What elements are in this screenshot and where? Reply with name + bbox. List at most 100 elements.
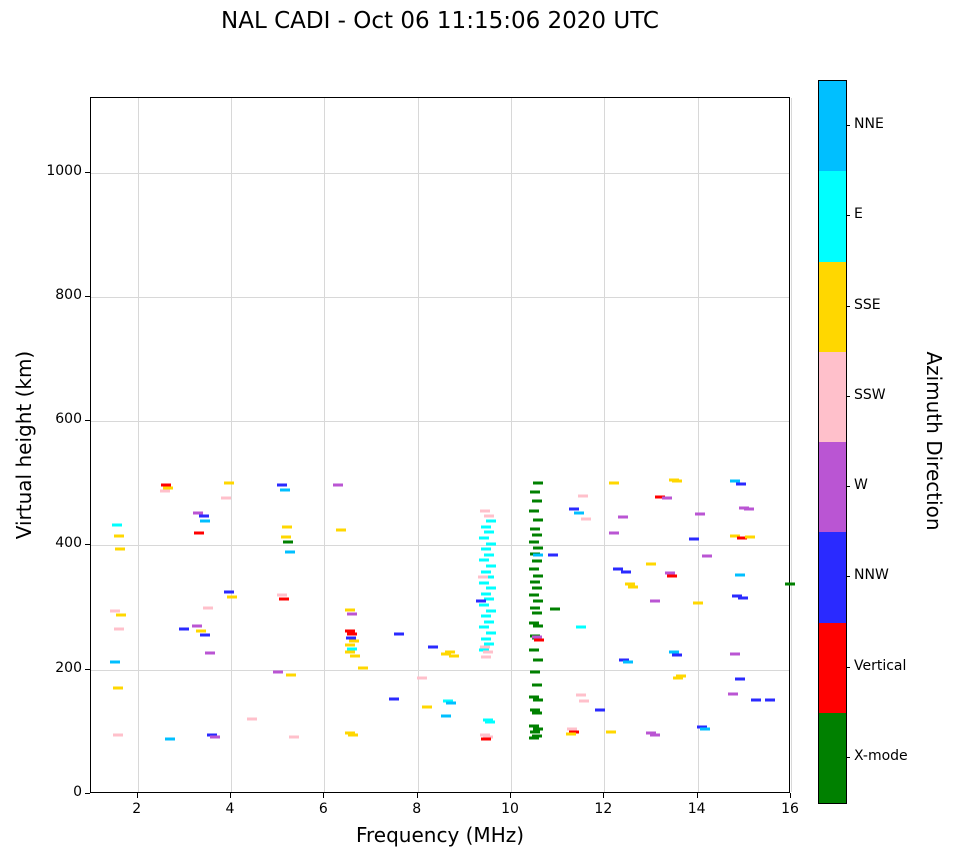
- data-point: [533, 546, 544, 550]
- data-point: [481, 737, 492, 741]
- colorbar-segment-x-mode: [819, 712, 846, 803]
- data-point: [727, 692, 738, 696]
- x-tick-mark: [323, 793, 325, 798]
- data-point: [428, 645, 439, 649]
- data-point: [594, 708, 605, 712]
- data-point: [533, 518, 544, 522]
- data-point: [417, 676, 428, 680]
- data-point: [744, 507, 754, 511]
- y-gridline: [91, 669, 789, 671]
- data-point: [272, 670, 283, 674]
- data-point: [485, 519, 496, 523]
- data-point: [282, 540, 293, 544]
- data-point: [347, 632, 358, 636]
- data-point: [277, 593, 288, 597]
- data-point: [160, 483, 171, 487]
- data-point: [481, 525, 492, 529]
- data-point: [530, 490, 541, 494]
- x-gridline: [137, 98, 139, 792]
- data-point: [422, 705, 432, 709]
- data-point: [485, 720, 496, 724]
- data-point: [484, 553, 495, 557]
- data-point: [224, 590, 235, 594]
- data-point: [730, 534, 740, 538]
- data-point: [110, 660, 121, 664]
- data-point: [550, 607, 561, 611]
- data-point: [289, 735, 299, 739]
- colorbar-tick-mark: [846, 486, 850, 488]
- colorbar-tick-label: NNE: [854, 116, 884, 133]
- data-point: [479, 645, 490, 649]
- data-point: [548, 553, 558, 557]
- data-point: [113, 686, 124, 690]
- data-point: [478, 603, 489, 607]
- data-point: [481, 570, 492, 574]
- y-tick-label: 1000: [46, 162, 82, 179]
- data-point: [569, 507, 579, 511]
- y-tick-mark: [85, 544, 90, 546]
- x-tick-label: 8: [412, 801, 422, 817]
- data-point: [199, 633, 210, 637]
- data-point: [478, 625, 489, 629]
- y-tick-mark: [85, 295, 90, 297]
- data-point: [529, 736, 540, 740]
- data-point: [200, 519, 211, 523]
- data-point: [532, 586, 543, 590]
- data-point: [247, 717, 257, 721]
- data-point: [532, 559, 543, 563]
- data-point: [732, 594, 743, 598]
- data-point: [529, 509, 540, 513]
- data-point: [484, 642, 495, 646]
- data-point: [530, 730, 541, 734]
- data-point: [669, 650, 680, 654]
- x-tick-mark: [510, 793, 511, 798]
- data-point: [569, 730, 579, 734]
- data-point: [110, 609, 121, 613]
- x-tick-mark: [230, 793, 231, 798]
- data-point: [649, 733, 660, 737]
- x-tick-label: 12: [594, 801, 613, 817]
- data-point: [114, 627, 124, 631]
- data-point: [530, 670, 541, 674]
- data-point: [628, 585, 639, 589]
- data-point: [223, 481, 234, 485]
- data-point: [116, 613, 127, 617]
- data-point: [484, 597, 495, 601]
- data-point: [530, 708, 541, 712]
- colorbar-segment-e: [819, 171, 846, 262]
- data-point: [576, 625, 586, 629]
- colorbar: [818, 80, 847, 804]
- data-point: [114, 547, 125, 551]
- data-point: [664, 571, 675, 575]
- data-point: [655, 495, 666, 499]
- data-point: [688, 537, 699, 541]
- data-point: [484, 530, 495, 534]
- data-point: [529, 695, 540, 699]
- y-axis-label: Virtual height (km): [12, 350, 36, 540]
- data-point: [202, 606, 213, 610]
- data-point: [221, 496, 232, 500]
- data-point: [485, 542, 496, 546]
- data-point: [394, 632, 404, 636]
- y-tick-mark: [85, 420, 90, 422]
- data-point: [478, 648, 489, 652]
- data-point: [573, 511, 584, 515]
- data-point: [159, 489, 170, 493]
- x-tick-label: 2: [132, 801, 142, 817]
- data-point: [485, 631, 496, 635]
- data-point: [280, 488, 291, 492]
- data-point: [744, 535, 755, 539]
- data-point: [440, 714, 451, 718]
- data-point: [114, 534, 124, 538]
- x-gridline: [791, 98, 792, 792]
- x-tick-mark: [136, 793, 138, 798]
- x-gridline: [697, 98, 699, 792]
- y-gridline: [91, 421, 789, 423]
- x-tick-label: 6: [318, 801, 328, 817]
- colorbar-tick-label: SSE: [854, 296, 881, 313]
- x-axis-label: Frequency (MHz): [355, 823, 525, 847]
- data-point: [336, 528, 347, 532]
- x-tick-label: 10: [501, 801, 519, 817]
- data-point: [530, 606, 541, 610]
- data-point: [347, 647, 358, 651]
